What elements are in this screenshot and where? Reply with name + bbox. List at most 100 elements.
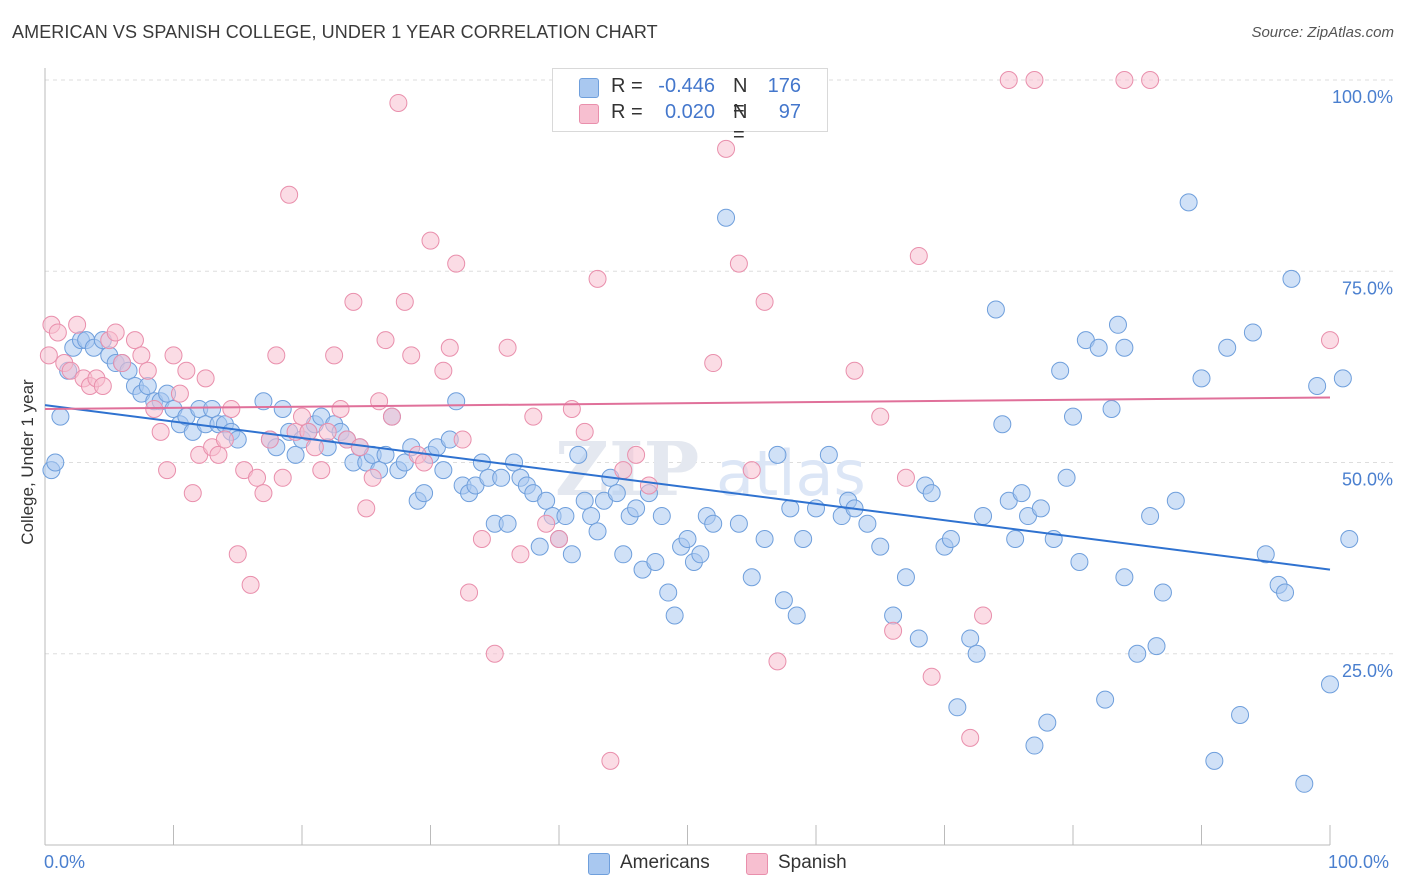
- americans-point: [492, 468, 511, 487]
- spanish-point: [537, 514, 556, 533]
- americans-points: [42, 193, 1359, 793]
- americans-point: [986, 300, 1005, 319]
- series-label-spanish: Spanish: [778, 852, 847, 873]
- spanish-point: [325, 346, 344, 365]
- spanish-point: [1115, 71, 1134, 89]
- spanish-point: [511, 545, 530, 564]
- spanish-point: [601, 751, 620, 770]
- y-tick-labels: 25.0% 50.0% 75.0% 100.0%: [1332, 87, 1393, 681]
- spanish-point: [961, 728, 980, 747]
- americans-point: [922, 484, 941, 503]
- spanish-point: [717, 139, 736, 158]
- spanish-point: [376, 331, 395, 350]
- americans-point: [1128, 644, 1147, 663]
- americans-point: [755, 530, 774, 548]
- americans-point: [607, 484, 626, 503]
- spanish-point: [447, 254, 466, 273]
- spanish-point: [125, 331, 144, 350]
- americans-point: [627, 499, 646, 518]
- americans-point: [530, 537, 549, 556]
- americans-point: [254, 392, 273, 411]
- spanish-point: [241, 575, 260, 594]
- series-swatch-spanish: [746, 853, 768, 875]
- spanish-point: [421, 231, 440, 250]
- spanish-point: [472, 530, 491, 548]
- americans-point: [1064, 407, 1082, 426]
- americans-point: [273, 399, 292, 418]
- spanish-point: [209, 445, 228, 464]
- spanish-point: [434, 361, 453, 380]
- spanish-point: [614, 461, 633, 480]
- spanish-point: [267, 346, 286, 365]
- americans-point: [588, 522, 607, 541]
- americans-point: [1147, 637, 1166, 656]
- americans-point: [286, 445, 305, 464]
- americans-point: [1115, 568, 1134, 587]
- americans-point: [1141, 507, 1160, 526]
- spanish-point: [415, 453, 434, 472]
- americans-point: [967, 644, 986, 663]
- americans-point: [787, 606, 806, 625]
- spanish-point: [132, 346, 151, 365]
- spanish-points: [39, 71, 1339, 770]
- spanish-point: [293, 407, 311, 426]
- spanish-point: [974, 606, 993, 625]
- legend-n-label: N =: [733, 75, 748, 120]
- americans-point: [203, 399, 222, 418]
- legend-r-label: R =: [611, 75, 643, 97]
- spanish-point: [138, 361, 157, 380]
- americans-point: [575, 491, 594, 510]
- americans-point: [1256, 545, 1275, 564]
- spanish-point: [1025, 71, 1044, 89]
- axes: [44, 68, 1331, 846]
- spanish-point: [440, 338, 459, 357]
- spanish-point: [402, 346, 421, 365]
- americans-point: [742, 568, 761, 587]
- americans-point: [1243, 323, 1262, 342]
- americans-point: [582, 507, 601, 526]
- spanish-point: [331, 399, 350, 418]
- y-tick-label: 50.0%: [1342, 470, 1393, 490]
- americans-point: [896, 568, 915, 587]
- spanish-point: [113, 354, 132, 373]
- americans-point: [819, 445, 838, 464]
- spanish-point: [395, 292, 414, 311]
- spanish-point: [344, 292, 363, 311]
- americans-point: [556, 507, 575, 526]
- y-tick-label: 100.0%: [1332, 87, 1393, 107]
- spanish-point: [845, 361, 864, 380]
- americans-point: [1006, 530, 1025, 548]
- americans-point: [46, 453, 65, 472]
- y-tick-label: 25.0%: [1342, 661, 1393, 681]
- americans-point: [1321, 675, 1339, 694]
- legend-n-value: 97: [778, 101, 801, 123]
- americans-point: [498, 514, 517, 533]
- americans-point: [646, 552, 665, 571]
- americans-point: [138, 377, 157, 395]
- americans-point: [51, 407, 70, 426]
- americans-point: [1166, 491, 1185, 510]
- spanish-point: [755, 292, 774, 311]
- americans-point: [1051, 361, 1070, 380]
- americans-point: [665, 606, 684, 625]
- americans-point: [871, 537, 890, 556]
- spanish-point: [524, 407, 543, 426]
- spanish-point: [460, 583, 479, 602]
- americans-point: [678, 530, 697, 548]
- americans-point: [961, 629, 980, 648]
- americans-point: [1115, 338, 1134, 357]
- spanish-point: [704, 354, 723, 373]
- spanish-point: [357, 499, 376, 518]
- correlation-legend: R = -0.446 N = 176 R = 0.020 N = 97: [552, 68, 828, 146]
- spanish-point: [382, 407, 401, 426]
- spanish-point: [312, 461, 331, 480]
- series-swatch-americans: [588, 853, 610, 875]
- americans-point: [1218, 338, 1237, 357]
- spanish-point: [871, 407, 890, 426]
- americans-point: [1070, 552, 1089, 571]
- spanish-point: [729, 254, 748, 273]
- americans-point: [1057, 468, 1076, 487]
- trend-lines: [44, 396, 1331, 571]
- spanish-point: [884, 621, 903, 640]
- spanish-point: [575, 422, 594, 441]
